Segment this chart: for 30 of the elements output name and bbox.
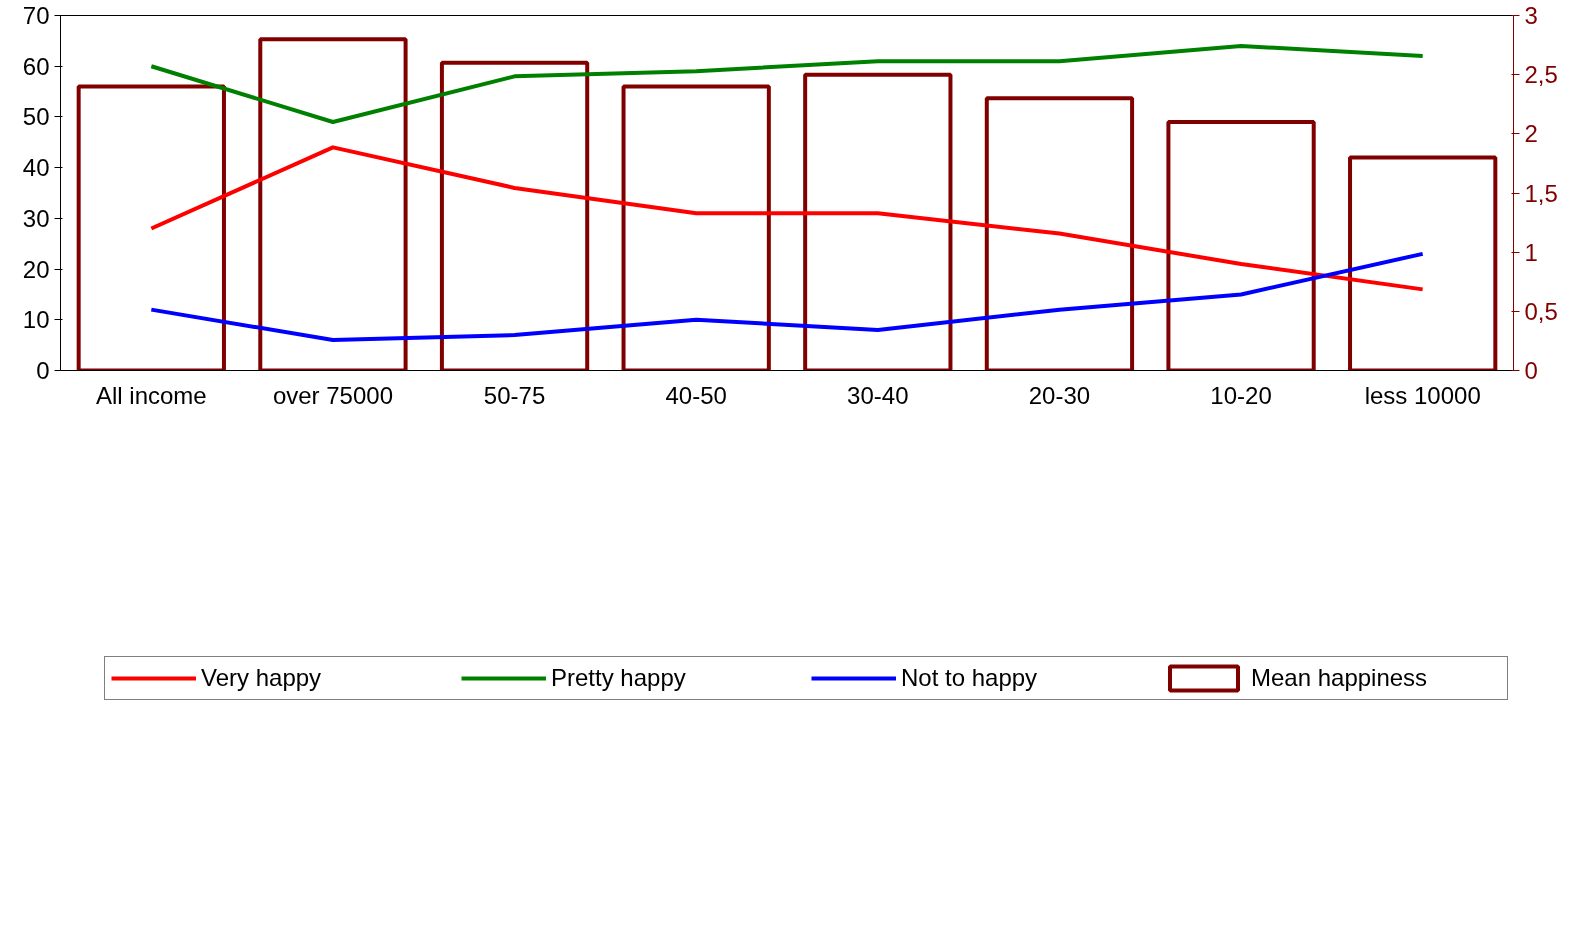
y-tick-label: 70 (22, 2, 50, 29)
legend-label: Very happy (201, 664, 323, 692)
x-tick-label: All income (95, 381, 207, 409)
y-tick-label: 30 (22, 204, 50, 232)
x-tick-label: 50-75 (483, 381, 546, 409)
y2-tick-label: 0 (1524, 357, 1538, 384)
x-tick-label: less 10000 (1364, 381, 1481, 409)
line-series (149, 251, 1425, 343)
y2-tick-label: 0,5 (1524, 297, 1558, 325)
x-tick-label: 20-30 (1028, 381, 1091, 409)
legend-label: Pretty happy (551, 664, 687, 692)
x-tick-label: 40-50 (665, 381, 727, 409)
y2-tick-label: 3 (1524, 2, 1538, 29)
y2-tick-label: 2,5 (1524, 61, 1558, 89)
line-series (149, 145, 1425, 292)
y2-tick-label: 1 (1524, 238, 1538, 266)
x-tick-label: over 75000 (272, 381, 393, 409)
line-series (149, 43, 1425, 124)
y-tick-label: 60 (22, 52, 50, 80)
y-tick-label: 50 (22, 103, 50, 131)
y-tick-label: 0 (36, 357, 50, 384)
x-tick-label: 30-40 (847, 381, 909, 409)
y2-tick-label: 2 (1524, 120, 1538, 148)
y-tick-label: 40 (22, 154, 50, 182)
y2-tick-label: 1,5 (1524, 179, 1558, 207)
legend-label: Not to happy (901, 664, 1039, 692)
legend-label: Mean happiness (1251, 664, 1429, 692)
y-tick-label: 10 (22, 306, 50, 334)
y-tick-label: 20 (22, 255, 50, 283)
x-tick-label: 10-20 (1210, 381, 1272, 409)
